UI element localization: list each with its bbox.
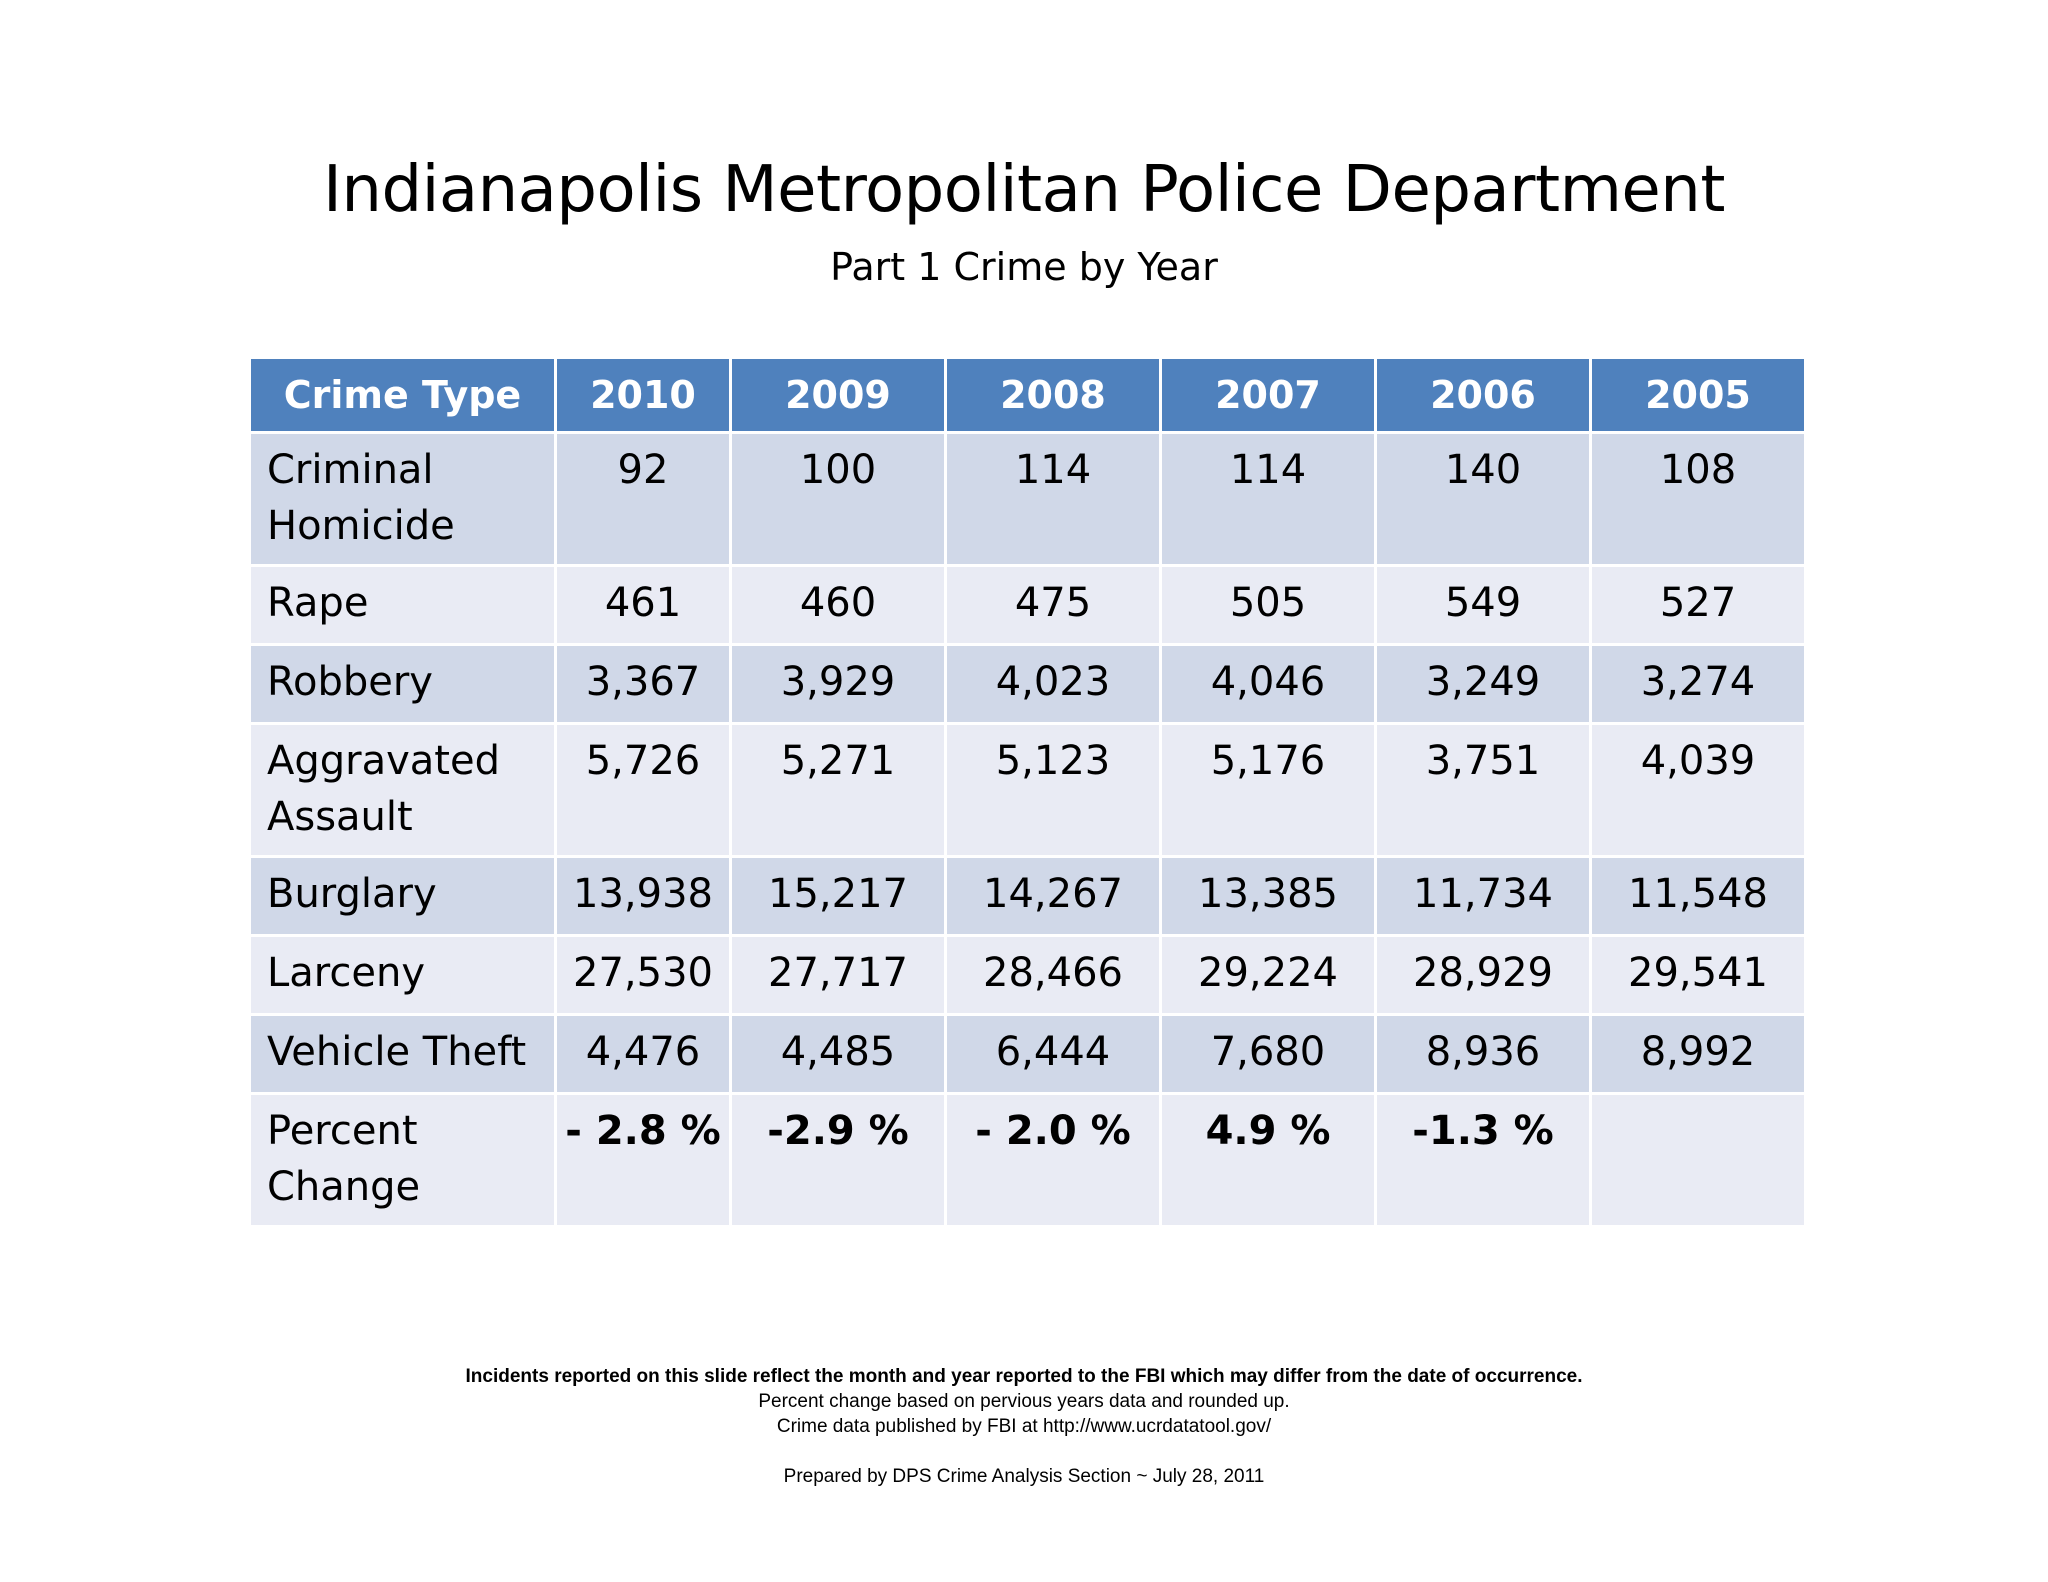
- value-cell: 5,726: [554, 722, 732, 858]
- crime-table: Crime Type 2010 2009 2008 2007 2006 2005…: [248, 356, 1807, 1228]
- value-cell: 11,734: [1374, 855, 1592, 937]
- value-cell: 29,541: [1589, 934, 1807, 1016]
- percent-change-cell: -2.9 %: [729, 1092, 947, 1228]
- crime-type-cell: Rape: [248, 564, 557, 646]
- footnotes: Incidents reported on this slide reflect…: [0, 1364, 2048, 1489]
- value-cell: 108: [1589, 431, 1807, 567]
- value-cell: 27,717: [729, 934, 947, 1016]
- value-cell: 14,267: [944, 855, 1162, 937]
- value-cell: 8,992: [1589, 1013, 1807, 1095]
- value-cell: 140: [1374, 431, 1592, 567]
- value-cell: 3,274: [1589, 643, 1807, 725]
- value-cell: 114: [1159, 431, 1377, 567]
- value-cell: 460: [729, 564, 947, 646]
- crime-type-cell: Aggravated Assault: [248, 722, 557, 858]
- crime-type-cell: Criminal Homicide: [248, 431, 557, 567]
- table-row: Vehicle Theft 4,476 4,485 6,444 7,680 8,…: [248, 1013, 1807, 1095]
- percent-change-cell: [1589, 1092, 1807, 1228]
- crime-type-cell: Robbery: [248, 643, 557, 725]
- value-cell: 3,367: [554, 643, 732, 725]
- value-cell: 3,929: [729, 643, 947, 725]
- value-cell: 11,548: [1589, 855, 1807, 937]
- column-header-year: 2010: [554, 356, 732, 434]
- value-cell: 13,938: [554, 855, 732, 937]
- footnote-disclaimer: Incidents reported on this slide reflect…: [465, 1366, 1583, 1387]
- table-row: Larceny 27,530 27,717 28,466 29,224 28,9…: [248, 934, 1807, 1016]
- percent-change-row: Percent Change - 2.8 % -2.9 % - 2.0 % 4.…: [248, 1092, 1807, 1228]
- value-cell: 4,476: [554, 1013, 732, 1095]
- crime-type-cell: Larceny: [248, 934, 557, 1016]
- value-cell: 29,224: [1159, 934, 1377, 1016]
- column-header-crime-type: Crime Type: [248, 356, 557, 434]
- value-cell: 4,485: [729, 1013, 947, 1095]
- value-cell: 28,466: [944, 934, 1162, 1016]
- value-cell: 13,385: [1159, 855, 1377, 937]
- value-cell: 8,936: [1374, 1013, 1592, 1095]
- value-cell: 4,046: [1159, 643, 1377, 725]
- value-cell: 7,680: [1159, 1013, 1377, 1095]
- value-cell: 28,929: [1374, 934, 1592, 1016]
- value-cell: 92: [554, 431, 732, 567]
- footnote-prepared-by: Prepared by DPS Crime Analysis Section ~…: [783, 1466, 1265, 1487]
- column-header-year: 2007: [1159, 356, 1377, 434]
- percent-change-cell: 4.9 %: [1159, 1092, 1377, 1228]
- value-cell: 114: [944, 431, 1162, 567]
- table-row: Aggravated Assault 5,726 5,271 5,123 5,1…: [248, 722, 1807, 858]
- crime-type-cell: Percent Change: [248, 1092, 557, 1228]
- value-cell: 3,751: [1374, 722, 1592, 858]
- table-row: Robbery 3,367 3,929 4,023 4,046 3,249 3,…: [248, 643, 1807, 725]
- footnote-percent-note: Percent change based on pervious years d…: [758, 1391, 1290, 1412]
- table-header-row: Crime Type 2010 2009 2008 2007 2006 2005: [248, 356, 1807, 434]
- value-cell: 3,249: [1374, 643, 1592, 725]
- value-cell: 5,176: [1159, 722, 1377, 858]
- value-cell: 5,123: [944, 722, 1162, 858]
- table-row: Criminal Homicide 92 100 114 114 140 108: [248, 431, 1807, 567]
- percent-change-cell: - 2.8 %: [554, 1092, 732, 1228]
- value-cell: 100: [729, 431, 947, 567]
- page-subtitle: Part 1 Crime by Year: [830, 245, 1218, 289]
- value-cell: 461: [554, 564, 732, 646]
- column-header-year: 2009: [729, 356, 947, 434]
- value-cell: 549: [1374, 564, 1592, 646]
- value-cell: 4,039: [1589, 722, 1807, 858]
- value-cell: 5,271: [729, 722, 947, 858]
- crime-type-cell: Vehicle Theft: [248, 1013, 557, 1095]
- table-row: Rape 461 460 475 505 549 527: [248, 564, 1807, 646]
- value-cell: 6,444: [944, 1013, 1162, 1095]
- crime-type-cell: Burglary: [248, 855, 557, 937]
- column-header-year: 2006: [1374, 356, 1592, 434]
- footnote-data-source: Crime data published by FBI at http://ww…: [776, 1416, 1272, 1437]
- percent-change-cell: - 2.0 %: [944, 1092, 1162, 1228]
- value-cell: 15,217: [729, 855, 947, 937]
- value-cell: 475: [944, 564, 1162, 646]
- percent-change-cell: -1.3 %: [1374, 1092, 1592, 1228]
- column-header-year: 2008: [944, 356, 1162, 434]
- column-header-year: 2005: [1589, 356, 1807, 434]
- table-row: Burglary 13,938 15,217 14,267 13,385 11,…: [248, 855, 1807, 937]
- page-title: Indianapolis Metropolitan Police Departm…: [323, 153, 1725, 227]
- value-cell: 505: [1159, 564, 1377, 646]
- value-cell: 4,023: [944, 643, 1162, 725]
- value-cell: 527: [1589, 564, 1807, 646]
- value-cell: 27,530: [554, 934, 732, 1016]
